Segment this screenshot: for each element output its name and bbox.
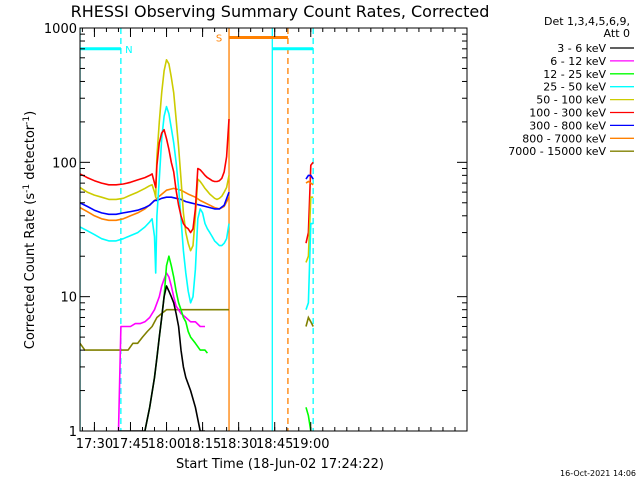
y-axis: 1 10 100 1000 bbox=[44, 22, 467, 440]
y-axis-label-exp-2: -1 bbox=[22, 116, 32, 125]
series-line-late-25-50-kev bbox=[305, 222, 314, 310]
legend-label-7000-15000-kev: 7000 - 15000 keV bbox=[508, 145, 606, 158]
y-axis-label-part-1: Corrected Count Rate (s bbox=[23, 193, 38, 350]
y-tick-label: 1 bbox=[69, 425, 77, 440]
y-tick-label: 1000 bbox=[44, 22, 77, 37]
legend-label-300-800-kev: 300 - 800 keV bbox=[529, 119, 606, 132]
y-axis-label-part-2: detector bbox=[23, 124, 38, 184]
x-tick-label: 18:45 bbox=[256, 437, 293, 452]
series-line-3-6-kev bbox=[118, 285, 205, 431]
x-tick-label: 18:00 bbox=[148, 437, 185, 452]
y-tick-label: 10 bbox=[60, 291, 77, 306]
series-line-late-300-800-kev bbox=[305, 174, 314, 180]
legend-label-12-25-kev: 12 - 25 keV bbox=[543, 68, 606, 81]
annotation-s: S bbox=[216, 33, 222, 44]
legend-label-800-7000-kev: 800 - 7000 keV bbox=[522, 132, 606, 145]
x-axis-label: Start Time (18-Jun-02 17:24:22) bbox=[176, 457, 384, 472]
series-line-300-800-kev bbox=[80, 191, 230, 216]
series-line-late-100-300-kev bbox=[305, 161, 314, 244]
series-line-6-12-kev bbox=[117, 272, 205, 431]
series-line-7000-15000-kev bbox=[80, 308, 229, 351]
x-tick-label: 17:45 bbox=[112, 437, 149, 452]
series-line-800-7000-kev bbox=[80, 187, 230, 222]
plot-data bbox=[80, 28, 314, 431]
legend-header-line-1: Det 1,3,4,5,6,9, bbox=[544, 15, 630, 28]
series-line-100-300-kev bbox=[80, 118, 230, 234]
series-line-25-50-kev bbox=[80, 105, 230, 304]
series-line-12-25-kev bbox=[144, 255, 209, 431]
y-tick-label: 100 bbox=[52, 156, 77, 171]
legend-label-3-6-kev: 3 - 6 keV bbox=[557, 42, 606, 55]
plot-frame bbox=[79, 27, 468, 432]
y-axis-label-part-3: ) bbox=[23, 111, 38, 116]
legend-label-6-12-kev: 6 - 12 keV bbox=[550, 55, 606, 68]
legend-label-50-100-kev: 50 - 100 keV bbox=[536, 94, 606, 107]
footer-timestamp: 16-Oct-2021 14:06 bbox=[560, 469, 636, 478]
chart-title: RHESSI Observing Summary Count Rates, Co… bbox=[71, 2, 490, 21]
series-line-late-800-7000-kev bbox=[305, 180, 314, 186]
series-line-50-100-kev bbox=[80, 58, 230, 252]
legend-label-100-300-kev: 100 - 300 keV bbox=[529, 107, 606, 120]
x-tick-label: 18:15 bbox=[184, 437, 221, 452]
x-tick-label: 19:00 bbox=[292, 437, 329, 452]
y-axis-label-exp-1: -1 bbox=[22, 184, 32, 193]
y-axis-label: Corrected Count Rate (s-1 detector-1) bbox=[22, 111, 38, 349]
legend-label-25-50-kev: 25 - 50 keV bbox=[543, 81, 606, 94]
series-line-late-12-25-kev bbox=[305, 407, 312, 431]
x-tick-label: 18:30 bbox=[220, 437, 257, 452]
x-tick-label: 17:30 bbox=[76, 437, 113, 452]
series-line-late-7000-15000-kev bbox=[305, 315, 314, 327]
series-line-late-50-100-kev bbox=[305, 196, 314, 263]
legend-header-line-2: Att 0 bbox=[604, 27, 630, 40]
annotation-n: N bbox=[125, 45, 132, 56]
